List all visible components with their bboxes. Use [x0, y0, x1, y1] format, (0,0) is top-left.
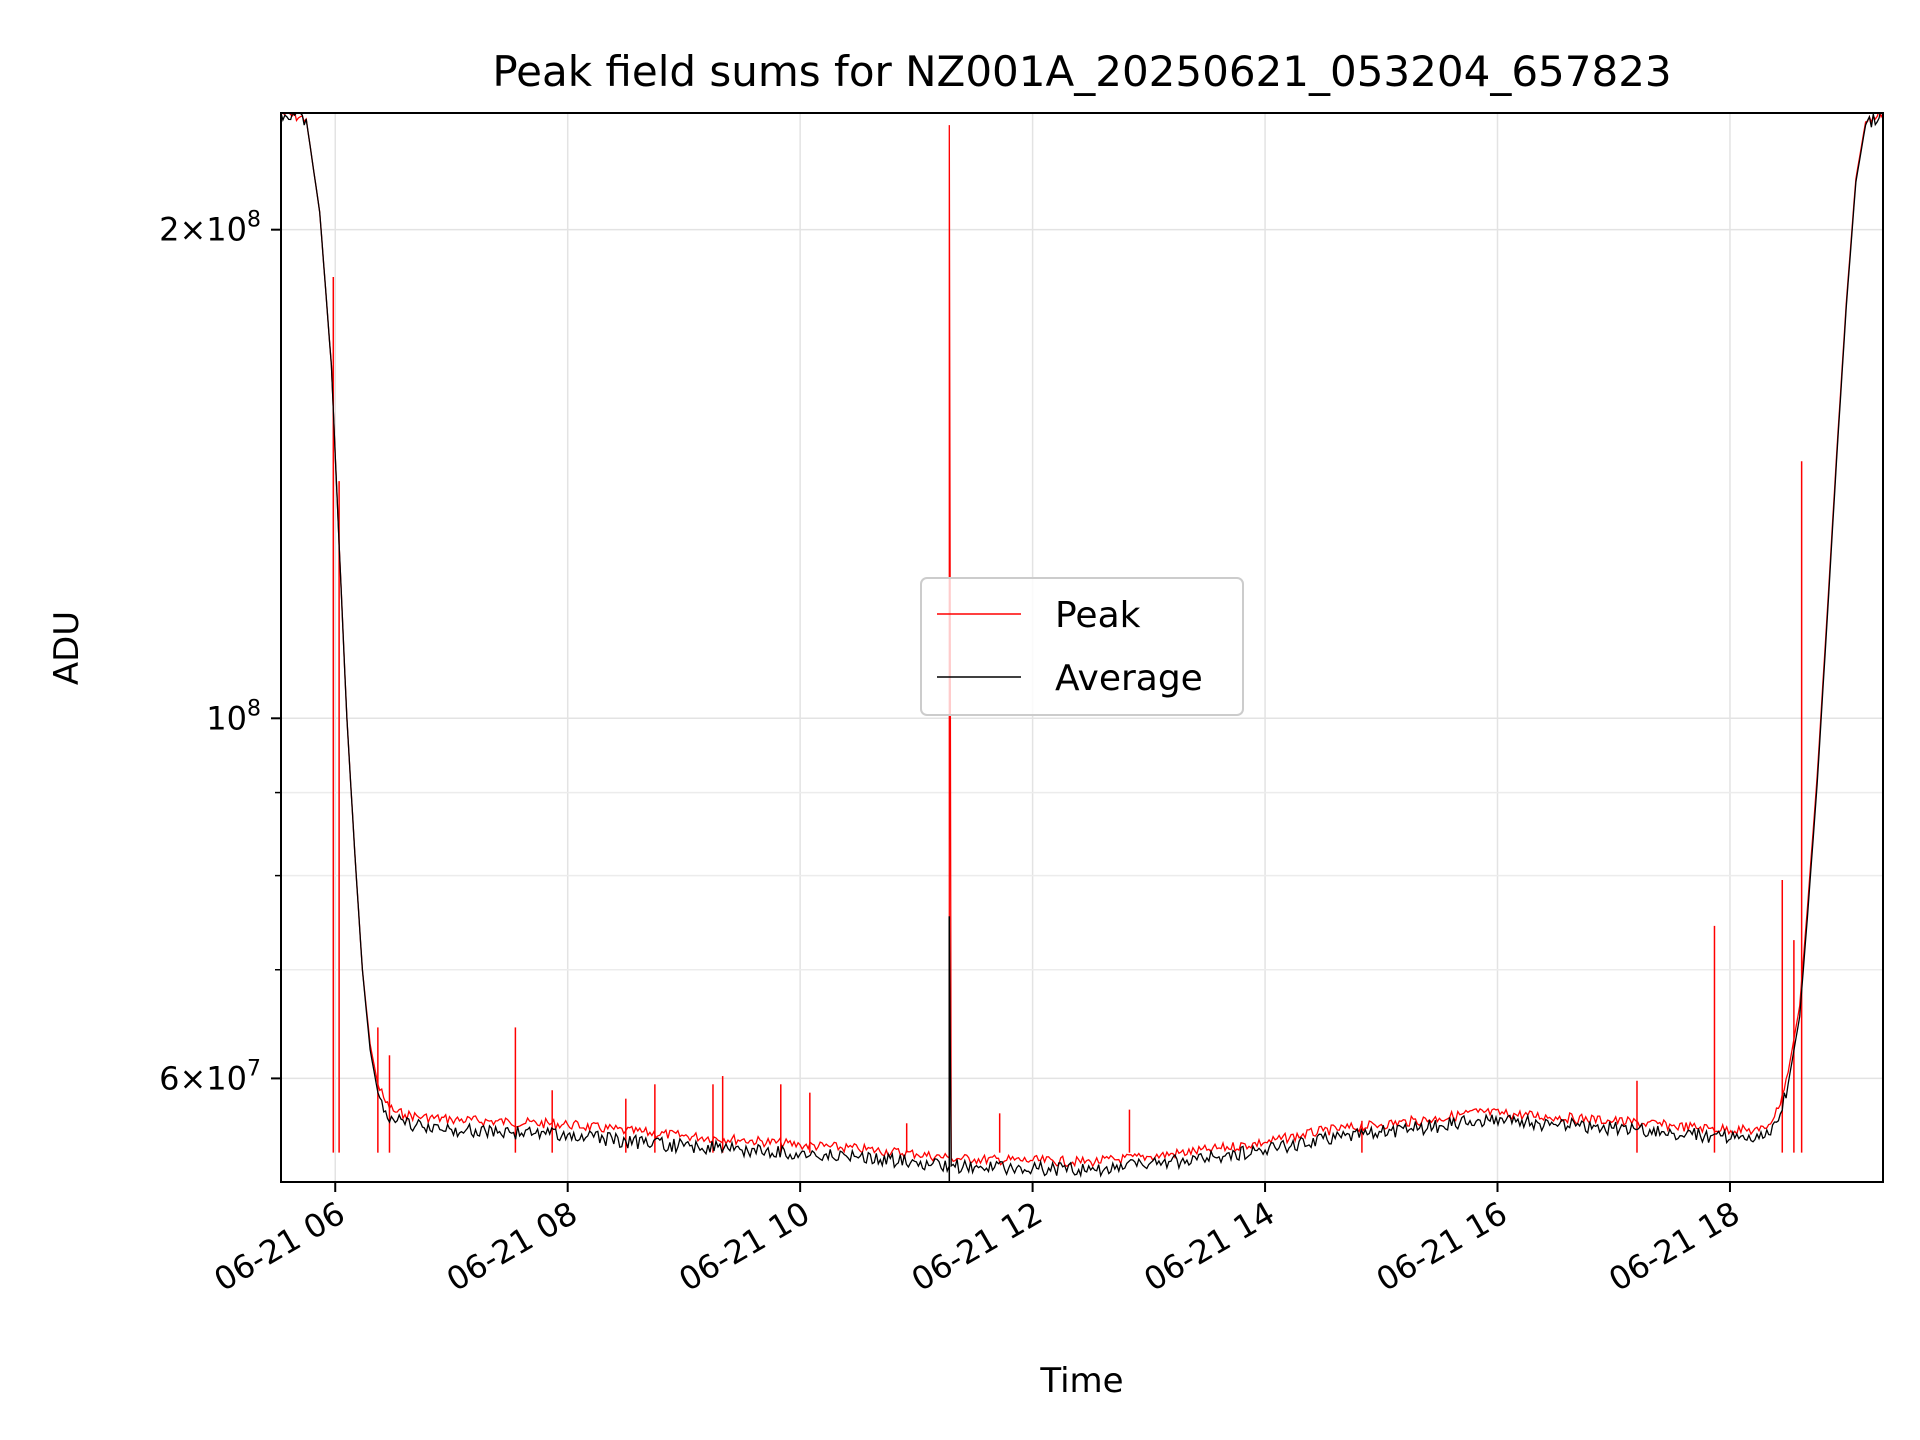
- x-axis-label: Time: [1039, 1361, 1123, 1401]
- legend: Peak Average: [920, 577, 1244, 716]
- series-layer: [281, 113, 1883, 1182]
- chart-title: Peak field sums for NZ001A_20250621_0532…: [492, 47, 1671, 96]
- y-tick-label: 6×107: [159, 1056, 261, 1097]
- legend-label-peak: Peak: [1055, 595, 1141, 636]
- series-line-peak: [281, 113, 1883, 1168]
- legend-box: [920, 577, 1244, 716]
- grid: [281, 113, 1883, 1182]
- y-tick-label: 2×108: [159, 208, 261, 249]
- series-line-average: [281, 113, 1883, 1178]
- y-tick-label: 108: [206, 696, 261, 737]
- y-axis-label: ADU: [47, 611, 87, 685]
- legend-label-average: Average: [1055, 658, 1203, 699]
- plot-frame: [280, 112, 1884, 1183]
